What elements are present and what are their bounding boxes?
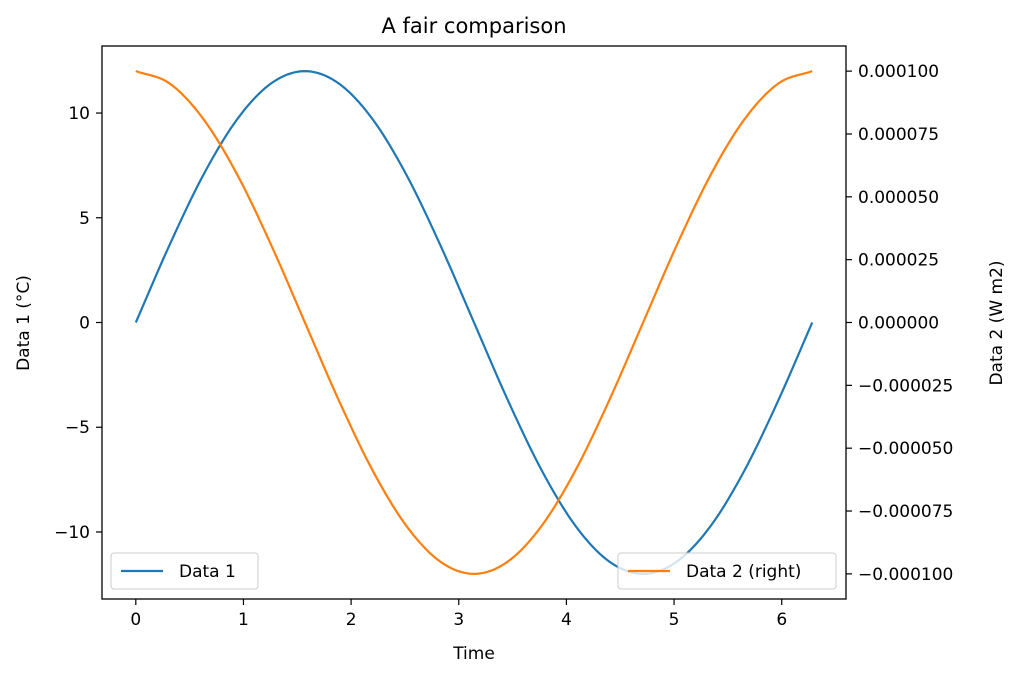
series-line-1 (134, 70, 814, 575)
series-line-2 (135, 70, 813, 575)
plot-lines (134, 70, 814, 575)
y-tick-label: −10 (54, 523, 90, 543)
x-axis-ticks: 0 1 2 3 4 5 6 (130, 599, 787, 630)
legend-right-label: Data 2 (right) (686, 562, 801, 582)
legend-left: Data 1 (110, 552, 259, 590)
legend-right: Data 2 (right) (617, 552, 837, 590)
legend-left-box (110, 552, 259, 590)
x-tick-label: 6 (776, 610, 787, 630)
y-tick-label: 5 (79, 209, 90, 229)
x-tick-label: 4 (561, 610, 572, 630)
y2-tick-label: −0.000050 (858, 439, 953, 459)
legend-left-label: Data 1 (179, 562, 236, 582)
y-tick-label: 10 (68, 104, 90, 124)
x-axis-label: Time (452, 644, 495, 664)
x-tick-label: 3 (453, 610, 464, 630)
x-tick-label: 5 (669, 610, 680, 630)
y2-tick-label: −0.000025 (858, 376, 953, 396)
y2-axis-label: Data 2 (W m2) (987, 260, 1007, 385)
y2-axis-ticks: −0.000100 −0.000075 −0.000050 −0.000025 0.00… (846, 62, 953, 585)
y-axis-label: Data 1 (°C) (14, 275, 34, 371)
x-tick-label: 1 (238, 610, 249, 630)
y-tick-label: −5 (65, 418, 90, 438)
y-tick-label: 0 (79, 314, 90, 334)
y2-tick-label: −0.000100 (858, 565, 953, 585)
x-tick-label: 0 (130, 610, 141, 630)
y2-tick-label: 0.000100 (858, 62, 939, 82)
y2-tick-label: 0.000025 (858, 251, 939, 271)
y2-tick-label: 0.000050 (858, 188, 939, 208)
y-axis-ticks: −10 −5 0 5 10 (54, 104, 102, 543)
y2-tick-label: 0.000000 (858, 314, 939, 334)
chart-title: A fair comparison (381, 14, 566, 38)
y2-tick-label: −0.000075 (858, 502, 953, 522)
legend-right-box (617, 552, 837, 590)
x-tick-label: 2 (346, 610, 357, 630)
y2-tick-label: 0.000075 (858, 125, 939, 145)
